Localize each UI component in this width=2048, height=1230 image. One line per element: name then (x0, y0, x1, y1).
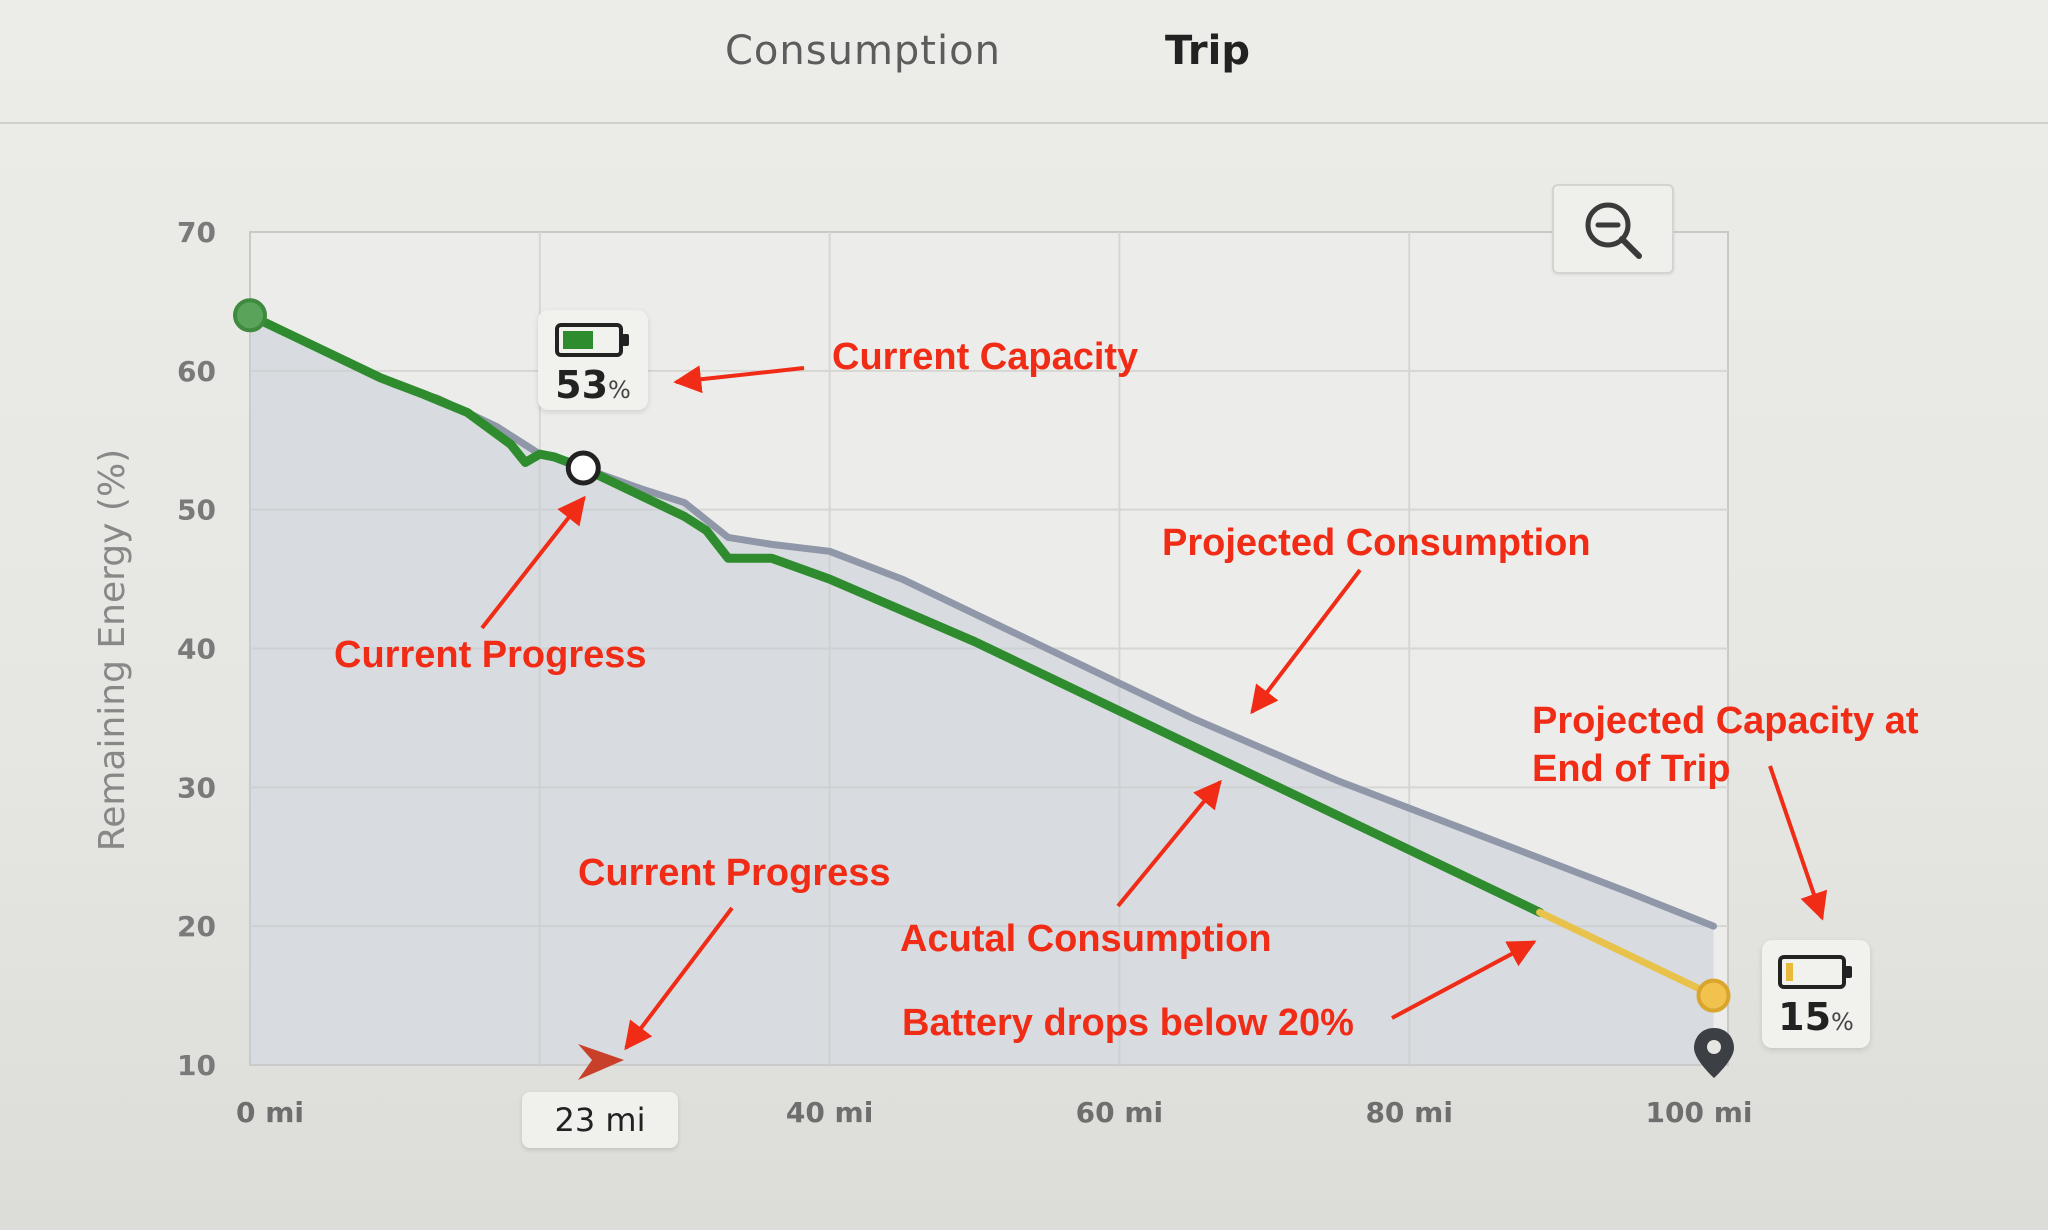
annotation-current-progress-point: Current Progress (334, 634, 647, 676)
end-point (1696, 978, 1731, 1013)
arrow-projected-consumption (1250, 568, 1362, 715)
y-tick-label: 70 (177, 216, 216, 249)
battery-icon (555, 323, 629, 357)
x-tick-label: 40 mi (786, 1096, 874, 1129)
tab-consumption[interactable]: Consumption (725, 28, 1001, 74)
y-tick-label: 20 (177, 910, 216, 943)
current-capacity-tooltip: 53% (538, 310, 648, 410)
annotation-battery-low: Battery drops below 20% (902, 1002, 1354, 1044)
current-progress-point[interactable] (565, 450, 601, 486)
current-progress-marker-icon (578, 1044, 624, 1080)
current-capacity-value: 53 (555, 363, 609, 407)
series-below-20 (1536, 908, 1718, 1000)
series-actual-consumption (245, 310, 588, 473)
start-point (233, 298, 267, 333)
arrow-battery-low (1391, 940, 1537, 1020)
end-capacity-value: 15 (1778, 995, 1832, 1039)
zoom-out-icon (1585, 202, 1642, 259)
annotation-projected-consumption: Projected Consumption (1162, 522, 1591, 564)
tab-trip[interactable]: Trip (1165, 28, 1250, 74)
y-axis-label: Remaining Energy (%) (92, 449, 133, 851)
annotation-arrows (480, 365, 1828, 1051)
tab-divider (0, 122, 2048, 124)
arrow-actual-consumption (1116, 779, 1222, 908)
x-tick-label: 60 mi (1076, 1096, 1164, 1129)
map-pin-icon (1694, 1028, 1734, 1078)
chart-series (245, 310, 1718, 1000)
y-tick-label: 40 (177, 633, 216, 666)
y-tick-label: 30 (177, 771, 216, 804)
arrow-current-progress-point (480, 495, 586, 630)
x-tick-label: 0 mi (236, 1096, 304, 1129)
y-tick-label: 50 (177, 494, 216, 527)
end-capacity-unit: % (1831, 1008, 1854, 1036)
chart-markers (578, 1028, 1734, 1080)
annotation-projected-capacity-line1: Projected Capacity at (1532, 700, 1919, 742)
arrow-current-progress-marker (624, 906, 734, 1051)
arrow-current-capacity (673, 365, 805, 394)
y-tick-label: 10 (177, 1049, 216, 1082)
x-tick-label: 100 mi (1646, 1096, 1753, 1129)
battery-low-icon (1778, 955, 1852, 989)
series-actual-trend (578, 463, 1545, 917)
chart-points (233, 298, 1731, 1013)
x-tick-label: 80 mi (1365, 1096, 1453, 1129)
current-capacity-unit: % (608, 376, 631, 404)
zoom-out-button[interactable] (1552, 184, 1674, 274)
current-progress-label: 23 mi (522, 1092, 678, 1148)
projected-area-fill (250, 315, 1714, 1065)
annotation-projected-capacity-line2: End of Trip (1532, 748, 1731, 790)
annotation-actual-consumption: Acutal Consumption (900, 918, 1272, 960)
chart-ticks: 10 20 30 40 50 60 70 0 mi 40 mi 60 mi 80 mi 100 mi (177, 216, 1752, 1129)
annotation-current-capacity: Current Capacity (832, 336, 1139, 378)
arrow-projected-capacity (1768, 765, 1828, 921)
annotation-current-progress-marker: Current Progress (578, 852, 891, 894)
end-capacity-tooltip: 15% (1762, 940, 1870, 1048)
y-tick-label: 60 (177, 355, 216, 388)
